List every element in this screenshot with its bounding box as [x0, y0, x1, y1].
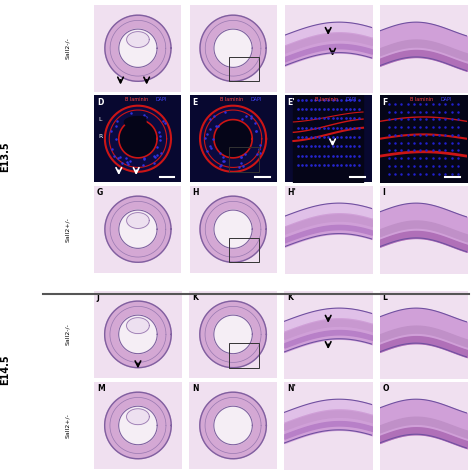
- Polygon shape: [119, 119, 157, 158]
- Text: B laminin: B laminin: [220, 97, 243, 102]
- Polygon shape: [105, 392, 171, 459]
- Polygon shape: [214, 210, 252, 248]
- Text: E: E: [192, 98, 198, 107]
- Text: DAPI: DAPI: [441, 97, 452, 102]
- FancyBboxPatch shape: [380, 382, 467, 469]
- Text: Sall2+/-: Sall2+/-: [65, 413, 71, 438]
- FancyBboxPatch shape: [94, 186, 182, 273]
- FancyBboxPatch shape: [380, 95, 467, 182]
- Text: R: R: [99, 135, 103, 139]
- Polygon shape: [200, 392, 266, 459]
- FancyBboxPatch shape: [189, 382, 277, 469]
- Text: L: L: [382, 293, 387, 302]
- Polygon shape: [118, 406, 157, 445]
- Text: M: M: [97, 384, 105, 393]
- Polygon shape: [119, 29, 157, 67]
- Polygon shape: [214, 315, 252, 354]
- FancyBboxPatch shape: [190, 186, 276, 273]
- Text: B laminin: B laminin: [410, 97, 433, 102]
- Polygon shape: [200, 196, 266, 262]
- FancyBboxPatch shape: [94, 5, 182, 92]
- Text: DAPI: DAPI: [346, 97, 357, 102]
- Text: H': H': [287, 188, 296, 197]
- Text: N': N': [287, 384, 296, 393]
- Polygon shape: [214, 119, 252, 158]
- Polygon shape: [200, 15, 266, 82]
- Text: J: J: [97, 293, 100, 302]
- Polygon shape: [105, 106, 171, 172]
- Text: Sall2+/-: Sall2+/-: [65, 217, 71, 242]
- Text: D: D: [97, 98, 103, 107]
- Text: H: H: [192, 188, 199, 197]
- Text: O: O: [382, 384, 389, 393]
- Text: K: K: [192, 293, 198, 302]
- Text: B laminin: B laminin: [315, 97, 338, 102]
- FancyBboxPatch shape: [190, 5, 276, 92]
- FancyBboxPatch shape: [284, 291, 372, 378]
- Text: I: I: [383, 188, 385, 197]
- Text: K': K': [287, 293, 295, 302]
- Text: N: N: [192, 384, 199, 393]
- Text: E13.5: E13.5: [0, 141, 10, 172]
- FancyBboxPatch shape: [380, 186, 467, 273]
- FancyBboxPatch shape: [189, 291, 277, 378]
- FancyBboxPatch shape: [284, 382, 372, 469]
- Bar: [229, 57, 259, 82]
- Text: B laminin: B laminin: [125, 97, 148, 102]
- Polygon shape: [200, 106, 266, 172]
- FancyBboxPatch shape: [380, 5, 467, 92]
- Text: DAPI: DAPI: [250, 97, 262, 102]
- FancyBboxPatch shape: [380, 291, 467, 378]
- Polygon shape: [127, 318, 149, 334]
- Text: Sall2-/-: Sall2-/-: [65, 128, 71, 150]
- Text: E14.5: E14.5: [0, 355, 10, 385]
- Polygon shape: [124, 117, 146, 128]
- Bar: [229, 238, 259, 262]
- Polygon shape: [127, 32, 149, 47]
- FancyBboxPatch shape: [94, 291, 182, 378]
- Polygon shape: [214, 29, 252, 67]
- Bar: [228, 343, 259, 368]
- FancyBboxPatch shape: [285, 95, 372, 182]
- Text: Sall2-/-: Sall2-/-: [65, 323, 71, 346]
- FancyBboxPatch shape: [94, 382, 182, 469]
- Text: F: F: [383, 98, 388, 107]
- Polygon shape: [105, 15, 171, 82]
- Polygon shape: [200, 301, 266, 368]
- Bar: [229, 147, 259, 172]
- Polygon shape: [118, 315, 157, 354]
- Polygon shape: [105, 196, 171, 262]
- FancyBboxPatch shape: [190, 95, 276, 182]
- Polygon shape: [105, 301, 171, 368]
- FancyBboxPatch shape: [285, 186, 372, 273]
- Text: DAPI: DAPI: [155, 97, 167, 102]
- FancyBboxPatch shape: [94, 95, 182, 182]
- Polygon shape: [127, 213, 149, 228]
- Text: Sall2-/-: Sall2-/-: [65, 37, 71, 59]
- FancyBboxPatch shape: [285, 5, 372, 92]
- Text: G: G: [97, 188, 103, 197]
- Text: L: L: [99, 117, 102, 122]
- Polygon shape: [119, 210, 157, 248]
- Polygon shape: [127, 409, 149, 425]
- Text: E': E': [287, 98, 295, 107]
- Polygon shape: [214, 406, 252, 445]
